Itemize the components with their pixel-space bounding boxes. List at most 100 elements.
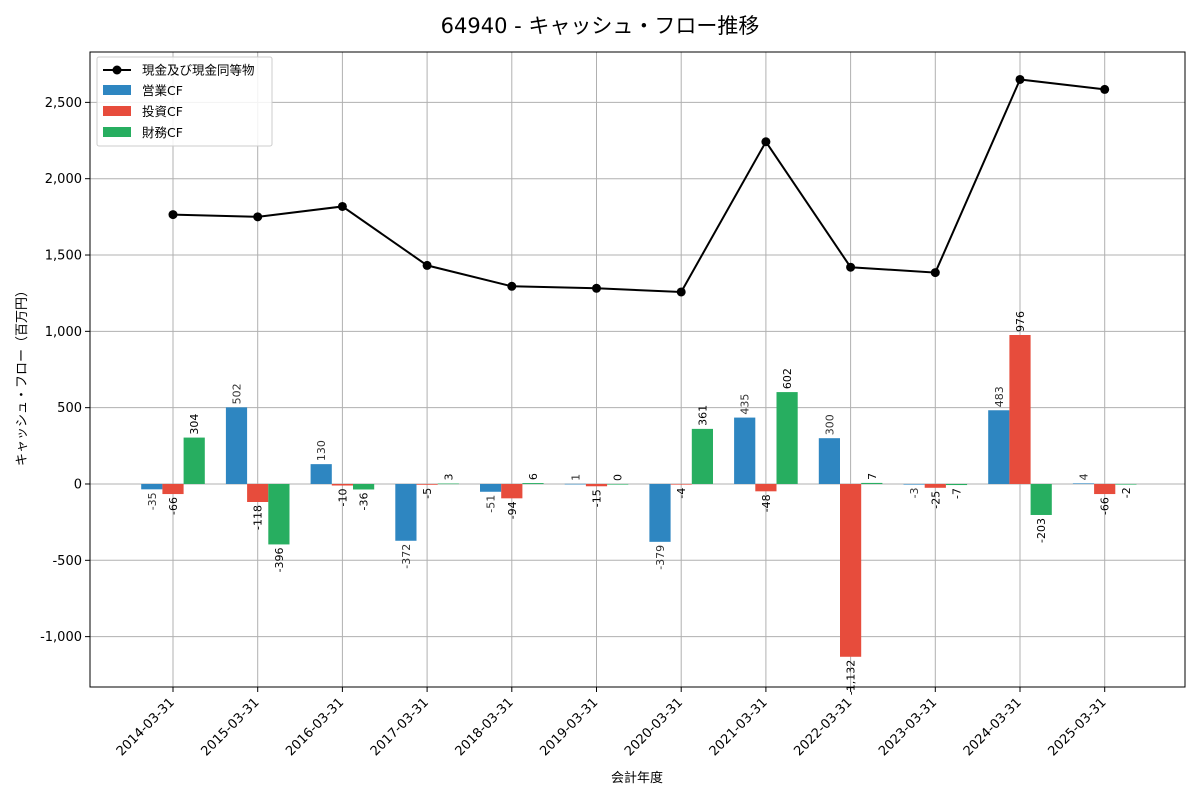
bar-value-label: -10 — [336, 489, 349, 507]
x-tick-label: 2021-03-31 — [707, 695, 771, 759]
bar-investing-cf — [840, 483, 862, 657]
legend-label-investing: 投資CF — [142, 104, 183, 119]
bar-value-label: -372 — [400, 544, 413, 569]
bar-labels-layer: -35 502 130 -372 -51 1 -379 435 300 -3 483 4 -66 -118… — [146, 311, 1133, 695]
bars-layer — [141, 335, 1137, 657]
bar-financing-cf — [861, 482, 883, 484]
bar-investing-cf — [162, 483, 184, 495]
bar-value-label: -94 — [506, 501, 519, 519]
bar-investing-cf — [1009, 335, 1031, 484]
bar-value-label: -396 — [273, 547, 286, 572]
bar-value-label: -379 — [654, 545, 667, 570]
y-tick-label: -1,000 — [40, 630, 82, 645]
bar-value-label: 130 — [315, 440, 328, 461]
cash-line-point — [168, 210, 178, 220]
bar-operating-cf — [564, 483, 586, 485]
bar-operating-cf — [988, 410, 1010, 484]
bar-operating-cf — [818, 438, 840, 484]
y-tick-label: 2,000 — [45, 172, 82, 187]
bar-financing-cf — [1115, 483, 1137, 485]
bar-value-label: 1 — [569, 474, 582, 481]
x-tick-label: 2014-03-31 — [114, 695, 178, 759]
y-axis-label: キャッシュ・フロー（百万円） — [15, 284, 30, 466]
line-layer — [168, 74, 1110, 297]
cash-line-point — [1015, 74, 1025, 84]
bar-investing-cf — [924, 483, 946, 488]
bar-investing-cf — [331, 483, 353, 486]
cash-line-point — [846, 262, 856, 272]
x-tick-label: 2023-03-31 — [876, 695, 940, 759]
bar-value-label: 361 — [696, 405, 709, 426]
plot-frame — [89, 51, 1186, 688]
bar-value-label: 0 — [612, 474, 625, 481]
bar-value-label: -66 — [167, 497, 180, 515]
bar-financing-cf — [353, 483, 375, 490]
bar-investing-cf — [247, 483, 269, 502]
cash-line — [172, 78, 1105, 293]
bar-value-label: -5 — [421, 488, 434, 499]
bar-financing-cf — [183, 437, 205, 484]
bar-investing-cf — [755, 483, 777, 492]
bar-value-label: 602 — [781, 368, 794, 389]
bar-operating-cf — [903, 483, 925, 485]
bar-financing-cf — [522, 483, 544, 484]
bar-financing-cf — [776, 392, 798, 484]
bar-value-label: -1,132 — [845, 660, 858, 695]
grid-layer — [90, 52, 1185, 687]
bar-value-label: 6 — [527, 473, 540, 480]
bar-financing-cf — [1030, 483, 1052, 515]
legend: 現金及び現金同等物 営業CF 投資CF 財務CF — [96, 56, 273, 147]
bar-value-label: 435 — [739, 394, 752, 415]
x-axis-label: 会計年度 — [611, 770, 663, 786]
bar-value-label: -25 — [929, 491, 942, 509]
legend-swatch-financing — [103, 127, 131, 137]
cash-line-point — [676, 287, 686, 297]
chart-title: 64940 - キャッシュ・フロー推移 — [441, 14, 760, 38]
bar-value-label: -2 — [1120, 487, 1133, 498]
bar-operating-cf — [225, 407, 248, 484]
y-tick-label: 0 — [74, 477, 82, 492]
bar-operating-cf — [734, 417, 756, 484]
bar-value-label: 483 — [993, 386, 1006, 407]
legend-label-operating: 営業CF — [142, 83, 183, 98]
legend-frame — [96, 56, 273, 147]
bar-operating-cf — [480, 483, 502, 492]
bar-value-label: -4 — [675, 488, 688, 499]
cash-line-point — [1100, 84, 1110, 94]
y-tick-label: 2,500 — [45, 96, 82, 111]
y-tick-label: 500 — [57, 401, 82, 416]
y-tick-label: -500 — [52, 554, 82, 569]
bar-value-label: -48 — [760, 494, 773, 512]
cash-line-point — [422, 260, 432, 270]
bar-financing-cf — [691, 428, 713, 484]
legend-label-cash: 現金及び現金同等物 — [142, 63, 255, 78]
bar-investing-cf — [416, 483, 438, 485]
legend-swatch-investing — [103, 106, 131, 116]
legend-label-financing: 財務CF — [142, 125, 183, 140]
x-tick-label: 2025-03-31 — [1045, 695, 1109, 759]
legend-line-marker — [112, 65, 122, 75]
bar-operating-cf — [310, 464, 332, 484]
x-tick-label: 2017-03-31 — [368, 695, 432, 759]
bar-value-label: 304 — [188, 414, 201, 435]
bar-value-label: 502 — [231, 383, 244, 404]
bar-operating-cf — [395, 483, 417, 541]
bar-operating-cf — [141, 483, 163, 490]
bar-value-label: -118 — [252, 505, 265, 530]
y-tick-label: 1,500 — [45, 249, 82, 264]
bar-financing-cf — [945, 483, 968, 486]
bar-value-label: -203 — [1035, 518, 1048, 543]
x-tick-label: 2024-03-31 — [961, 695, 1025, 759]
cash-line-point — [337, 201, 347, 211]
bar-investing-cf — [501, 483, 523, 499]
cash-line-point — [253, 212, 263, 222]
bar-value-label: -36 — [358, 492, 371, 510]
bar-value-label: 300 — [823, 414, 836, 435]
bar-value-label: -35 — [146, 492, 159, 510]
bar-value-label: -15 — [591, 489, 604, 507]
x-tick-label: 2018-03-31 — [453, 695, 517, 759]
x-tick-label: 2019-03-31 — [537, 695, 601, 759]
bar-financing-cf — [607, 483, 629, 485]
bar-value-label: 3 — [442, 474, 455, 481]
x-tick-label: 2020-03-31 — [622, 695, 686, 759]
